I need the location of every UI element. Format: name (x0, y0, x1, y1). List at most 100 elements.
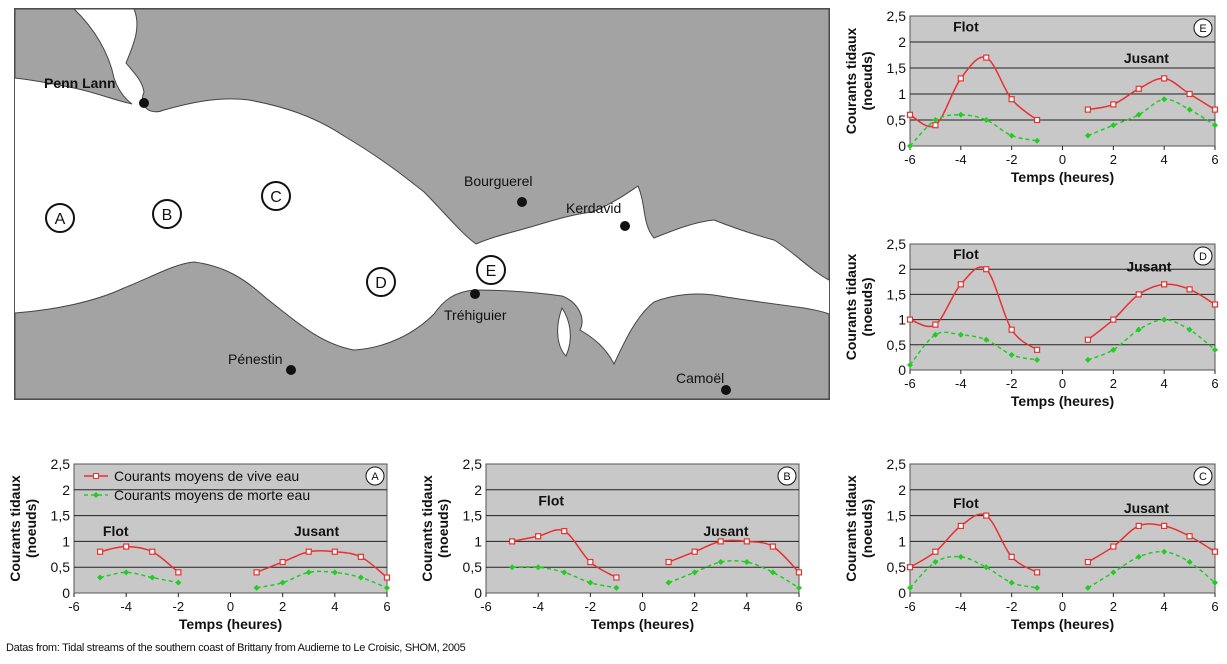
point-neap-d (1110, 346, 1117, 353)
point-spring-c (1110, 543, 1117, 550)
y-tick-label-c: 1 (898, 533, 906, 549)
y-axis-unit-a: (noeuds) (23, 499, 39, 558)
point-spring-a (253, 569, 260, 576)
zone-badge-label-e: E (1199, 23, 1206, 35)
zone-badge-a (365, 466, 385, 486)
x-axis-label-d: Temps (heures) (1011, 393, 1114, 409)
point-spring-a (383, 574, 391, 581)
y-tick-label-c: 2,5 (887, 456, 907, 472)
y-axis-label-c: Courants tidaux (843, 475, 859, 582)
town-marker-trehiguier (470, 289, 480, 299)
series-line-neap-c-1 (1087, 550, 1216, 589)
point-neap-a (175, 579, 182, 586)
point-spring-d (1135, 291, 1142, 298)
x-tick-label-a: 2 (279, 599, 286, 614)
point-spring-b (535, 533, 542, 540)
y-tick-label-d: 1,5 (887, 286, 907, 302)
y-tick-label-b: 1 (474, 533, 482, 549)
y-tick-label-e: 1,5 (887, 60, 907, 76)
zone-badge-label-a: A (371, 471, 379, 483)
point-spring-e (1135, 85, 1142, 92)
y-tick-label-e: 2,5 (887, 8, 907, 24)
point-neap-b (509, 564, 516, 571)
point-neap-c (907, 584, 913, 591)
point-spring-a (96, 548, 104, 555)
x-tick-label-d: 0 (1059, 376, 1066, 391)
x-tick-label-b: -4 (532, 599, 544, 614)
point-neap-a (305, 569, 312, 576)
point-spring-c (1186, 533, 1193, 540)
x-axis-label-c: Temps (heures) (1011, 616, 1114, 632)
point-spring-c (1211, 548, 1219, 555)
x-tick-label-e: -4 (955, 152, 967, 167)
point-neap-b (587, 579, 594, 586)
x-axis-label-e: Temps (heures) (1011, 169, 1114, 185)
point-spring-a (279, 558, 286, 566)
point-spring-e (1186, 90, 1193, 98)
point-neap-e (932, 117, 939, 123)
x-tick-label-e: -6 (904, 152, 916, 167)
y-tick-label-c: 0,5 (887, 559, 907, 575)
point-spring-b (613, 574, 620, 581)
point-neap-a (384, 584, 390, 591)
zone-label-a: A (55, 211, 66, 228)
point-neap-c (983, 564, 990, 571)
x-tick-label-b: 6 (795, 599, 802, 614)
point-neap-b (691, 569, 698, 576)
point-spring-d (1186, 286, 1193, 293)
chart-zone-e: 0 0,5 1 1,5 2 2,5 -6 -4 -2 0 2 4 6 Temps (heures) Cour… (843, 8, 1219, 185)
x-tick-label-c: -6 (904, 599, 916, 614)
point-neap-a (331, 569, 338, 576)
annotation-jusant-c: Jusant (1124, 500, 1169, 516)
zone-label-d: D (375, 275, 387, 292)
town-label-penestin: Pénestin (228, 351, 282, 367)
town-marker-bourguerel (517, 197, 527, 207)
y-tick-label-c: 2 (898, 482, 906, 498)
x-tick-label-d: 6 (1211, 376, 1218, 391)
point-neap-d (1186, 326, 1193, 333)
point-spring-b (508, 538, 516, 545)
x-tick-label-a: -4 (120, 599, 132, 614)
point-spring-a (149, 548, 156, 555)
x-tick-label-e: 6 (1211, 152, 1218, 167)
x-tick-label-b: 4 (743, 599, 750, 614)
point-neap-a (357, 574, 364, 581)
x-tick-label-e: 0 (1059, 152, 1066, 167)
y-tick-label-d: 2,5 (887, 236, 907, 252)
point-spring-c (983, 512, 990, 519)
point-spring-d (1008, 326, 1015, 333)
y-tick-label-e: 1 (898, 86, 906, 102)
point-neap-d (1008, 351, 1015, 358)
series-line-neap-e-0 (909, 114, 1038, 147)
y-tick-label-d: 2 (898, 261, 906, 277)
point-neap-b (561, 569, 568, 576)
series-line-neap-c-0 (909, 555, 1038, 589)
y-axis-unit-b: (noeuds) (435, 499, 451, 558)
y-axis-label-d: Courants tidaux (843, 254, 859, 361)
point-spring-d (957, 281, 964, 288)
point-neap-d (932, 331, 939, 338)
x-tick-label-d: -2 (1006, 376, 1018, 391)
x-tick-label-c: 0 (1059, 599, 1066, 614)
point-spring-d (1033, 346, 1041, 353)
point-neap-d (957, 331, 964, 338)
point-spring-b (587, 558, 594, 566)
legend-marker-spring (93, 473, 99, 479)
point-spring-a (175, 569, 182, 576)
point-spring-e (1008, 96, 1015, 103)
chart-zone-d: 0 0,5 1 1,5 2 2,5 -6 -4 -2 0 2 4 6 Temps (heures) Cour… (843, 236, 1219, 409)
point-spring-c (1008, 553, 1015, 560)
x-tick-label-e: -2 (1006, 152, 1018, 167)
point-neap-b (743, 559, 750, 566)
legend-marker-neap (93, 492, 99, 498)
y-axis-unit-c: (noeuds) (859, 499, 875, 558)
town-marker-camoel (721, 385, 731, 395)
point-neap-b (717, 559, 724, 566)
x-tick-label-c: -4 (955, 599, 967, 614)
point-spring-c (1084, 558, 1092, 566)
point-spring-a (331, 548, 338, 555)
x-tick-label-e: 4 (1161, 152, 1168, 167)
point-neap-b (796, 584, 802, 591)
zone-circle-b (152, 199, 182, 229)
chart-zone-c: 0 0,5 1 1,5 2 2,5 -6 -4 -2 0 2 4 6 Temps (heures) Cour… (843, 456, 1219, 632)
